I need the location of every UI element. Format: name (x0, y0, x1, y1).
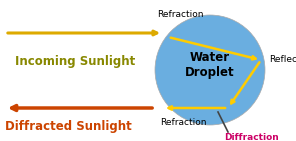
Text: Refraction: Refraction (160, 118, 206, 127)
Text: Water
Droplet: Water Droplet (185, 51, 235, 79)
Text: Incoming Sunlight: Incoming Sunlight (15, 55, 135, 68)
Ellipse shape (155, 15, 265, 125)
Text: Diffraction: Diffraction (224, 133, 279, 141)
Text: Refraction: Refraction (157, 10, 203, 19)
Text: Reflection: Reflection (269, 56, 296, 64)
Text: Diffracted Sunlight: Diffracted Sunlight (5, 120, 132, 133)
